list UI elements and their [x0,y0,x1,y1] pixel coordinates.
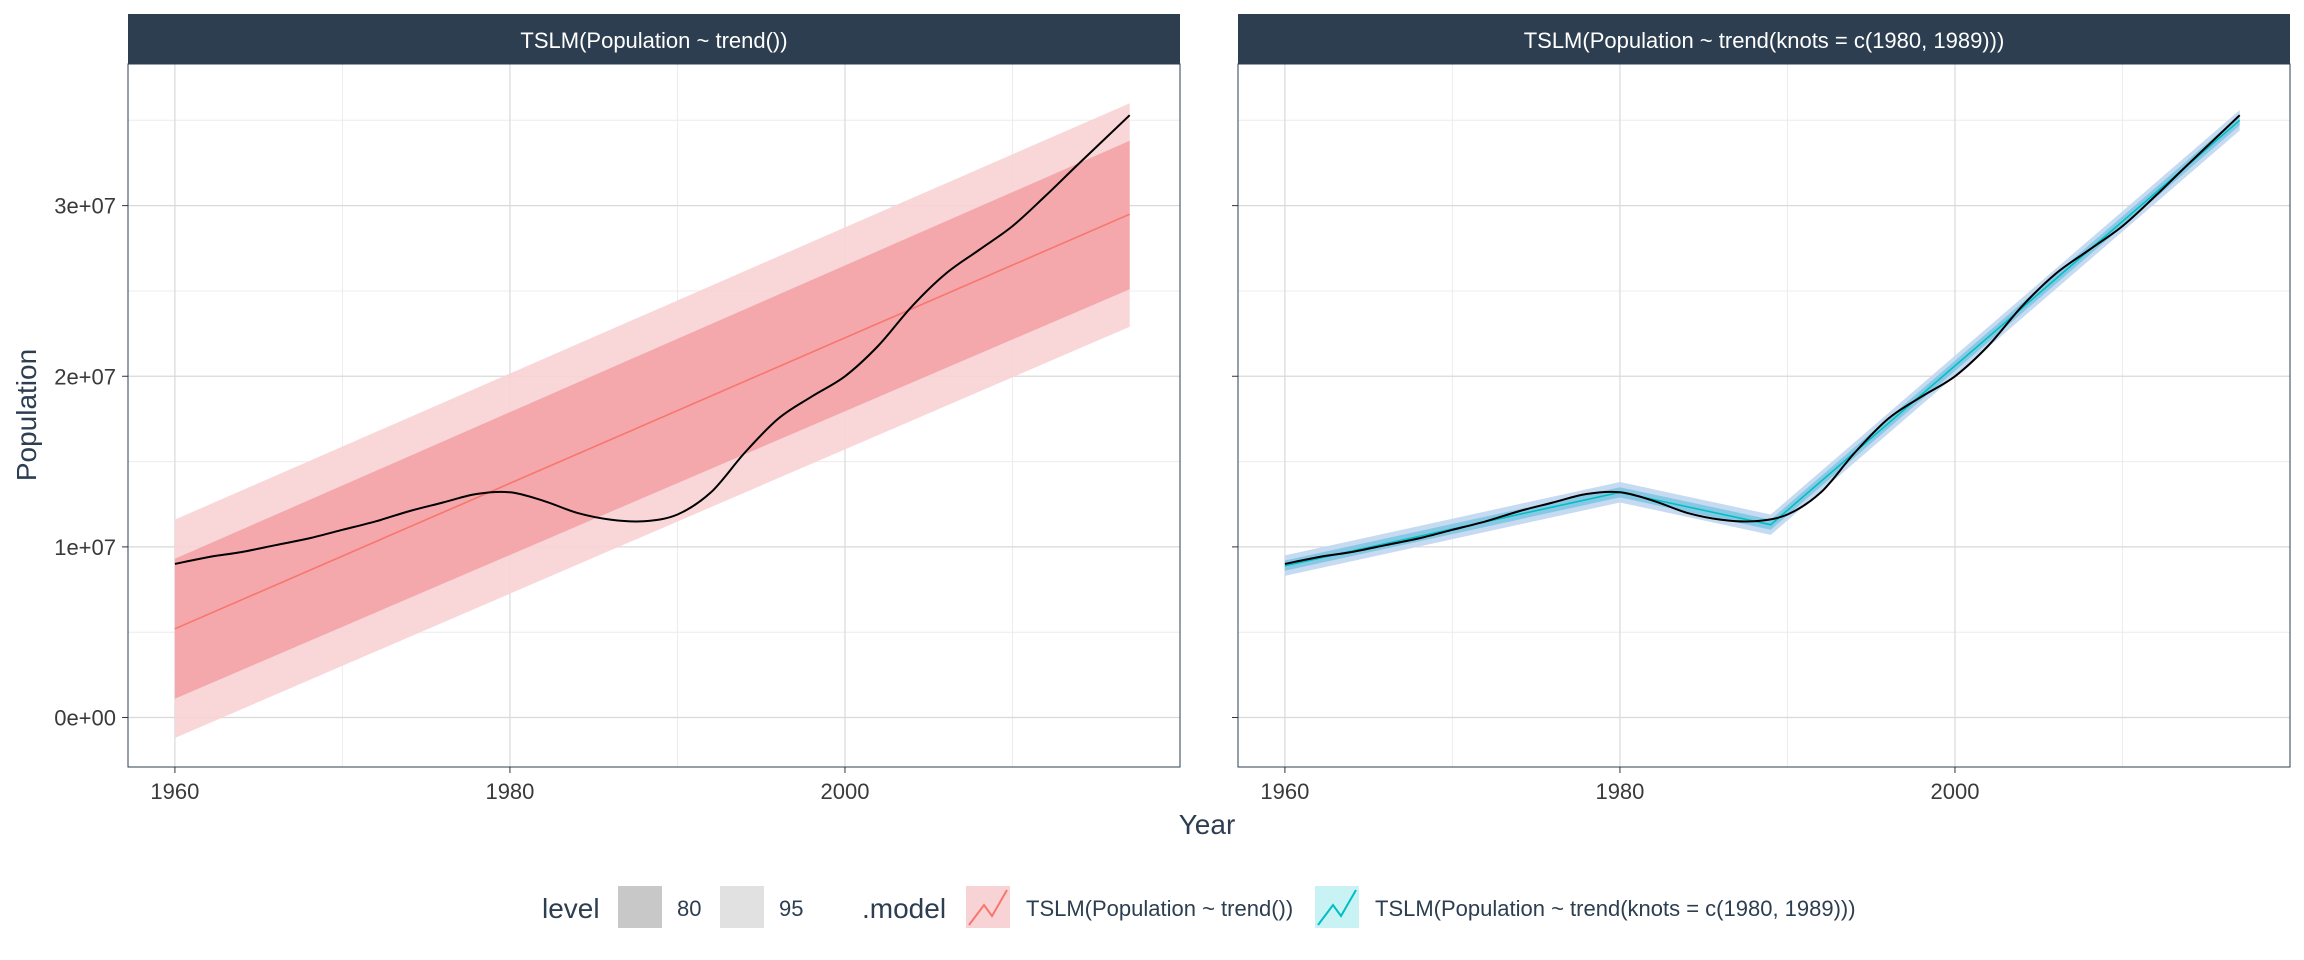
legend-key-level-95 [720,886,764,928]
panel-border [127,63,1181,768]
legend-label-model-knots: TSLM(Population ~ trend(knots = c(1980, … [1375,896,1856,921]
y-axis-title: Population [11,349,42,481]
facet-panel-2 [1232,14,2291,773]
legend-key-level-80 [618,886,662,928]
fitted-line [174,213,1131,630]
legend-label-95: 95 [779,896,803,921]
x-tick-label: 2000 [820,779,869,804]
facet-strip [1238,14,2290,64]
x-tick-labels-right: 1960 1980 2000 [1260,779,1979,804]
legend-key-model-trend [966,886,1010,928]
legend-label-80: 80 [677,896,701,921]
observed-line [174,114,1131,565]
prediction-band-80 [1284,115,2240,571]
legend-label-model-trend: TSLM(Population ~ trend()) [1026,896,1293,921]
facet-strip [128,14,1180,64]
prediction-band-80 [174,140,1130,699]
facet-panel-1 [122,14,1181,773]
x-axis-title: Year [1179,809,1236,840]
prediction-band-95 [1284,110,2240,576]
x-tick-label: 2000 [1930,779,1979,804]
x-tick-label: 1960 [150,779,199,804]
y-tick-label: 1e+07 [54,535,116,560]
facet-strip-label: TSLM(Population ~ trend(knots = c(1980, … [1524,28,2005,53]
x-tick-label: 1980 [1595,779,1644,804]
legend-key-model-knots-line [1317,889,1357,926]
fitted-line [1284,119,2241,567]
legend: level 80 95 .model TSLM(Population ~ tre… [542,886,1856,928]
facet-strip-label: TSLM(Population ~ trend()) [520,28,787,53]
panel-border [1237,63,2291,768]
y-tick-label: 2e+07 [54,364,116,389]
y-tick-labels: 0e+00 1e+07 2e+07 3e+07 [54,194,116,731]
observed-line [1284,114,2241,565]
legend-title-model: .model [862,893,946,924]
y-tick-label: 0e+00 [54,706,116,731]
x-tick-labels-left: 1960 1980 2000 [150,779,869,804]
facet-panels [122,14,2291,773]
y-tick-label: 3e+07 [54,194,116,219]
legend-key-model-knots [1315,886,1359,928]
legend-key-model-trend-line [968,889,1008,926]
legend-title-level: level [542,893,600,924]
x-tick-label: 1980 [485,779,534,804]
x-tick-label: 1960 [1260,779,1309,804]
